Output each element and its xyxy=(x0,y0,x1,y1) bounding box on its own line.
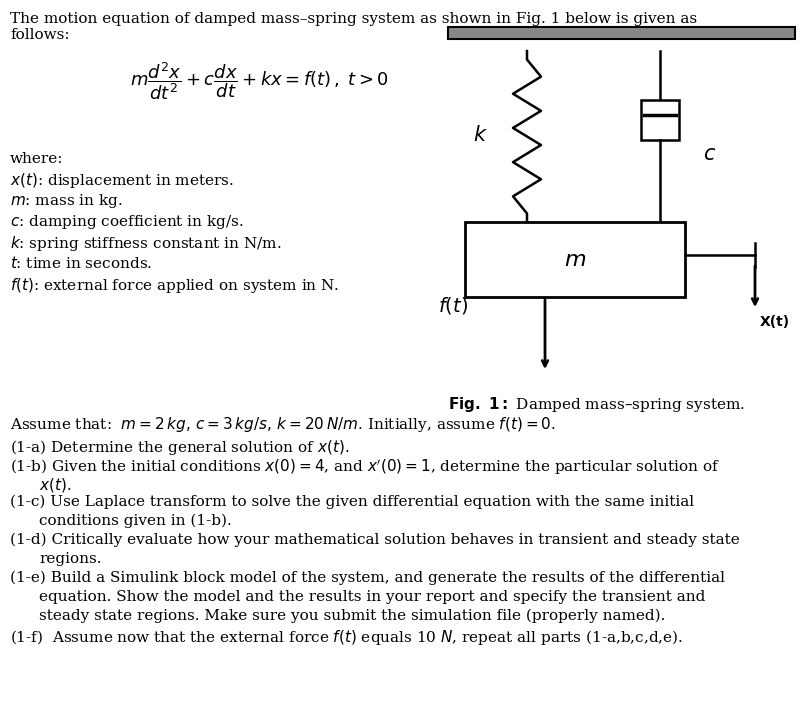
Text: $k$: spring stiffness constant in N/m.: $k$: spring stiffness constant in N/m. xyxy=(10,234,282,253)
Text: The motion equation of damped mass–spring system as shown in Fig. 1 below is giv: The motion equation of damped mass–sprin… xyxy=(10,12,697,26)
Bar xyxy=(641,100,679,140)
Text: $f(t)$: external force applied on system in N.: $f(t)$: external force applied on system… xyxy=(10,276,339,295)
Text: (1-d) Critically evaluate how your mathematical solution behaves in transient an: (1-d) Critically evaluate how your mathe… xyxy=(10,533,740,547)
Text: (1-b) Given the initial conditions $x(0) = 4$, and $x'(0) = 1$, determine the pa: (1-b) Given the initial conditions $x(0)… xyxy=(10,457,720,477)
Text: $c$: $c$ xyxy=(703,146,716,165)
Text: $t$: time in seconds.: $t$: time in seconds. xyxy=(10,255,153,271)
Text: $f(t)$: $f(t)$ xyxy=(438,295,468,316)
Text: $x(t)$.: $x(t)$. xyxy=(39,476,72,494)
Text: follows:: follows: xyxy=(10,28,69,42)
Text: conditions given in (1-b).: conditions given in (1-b). xyxy=(39,514,232,529)
Text: $c$: damping coefficient in kg/s.: $c$: damping coefficient in kg/s. xyxy=(10,213,244,231)
Text: $k$: $k$ xyxy=(473,125,488,145)
Text: (1-f)  Assume now that the external force $f(t)$ equals 10 $N$, repeat all parts: (1-f) Assume now that the external force… xyxy=(10,628,683,647)
Text: X(t): X(t) xyxy=(760,315,790,329)
Text: $m$: mass in kg.: $m$: mass in kg. xyxy=(10,192,123,210)
Text: where:: where: xyxy=(10,152,64,166)
Text: (1-a) Determine the general solution of $x(t)$.: (1-a) Determine the general solution of … xyxy=(10,438,349,457)
Text: $\mathbf{Fig.\ 1:}$ Damped mass–spring system.: $\mathbf{Fig.\ 1:}$ Damped mass–spring s… xyxy=(448,395,745,414)
Text: regions.: regions. xyxy=(39,552,102,566)
Text: $x(t)$: displacement in meters.: $x(t)$: displacement in meters. xyxy=(10,171,234,190)
Bar xyxy=(448,27,795,39)
Bar xyxy=(465,222,685,297)
Text: $m\dfrac{d^2x}{dt^2}+c\dfrac{dx}{dt}+kx=f(t)\,,\;t>0$: $m\dfrac{d^2x}{dt^2}+c\dfrac{dx}{dt}+kx=… xyxy=(130,60,389,102)
Text: (1-e) Build a Simulink block model of the system, and generate the results of th: (1-e) Build a Simulink block model of th… xyxy=(10,571,725,585)
Text: Assume that:  $m = 2\,kg,\,c = 3\,kg/s,\,k = 20\,N/m$. Initially, assume $f(t) =: Assume that: $m = 2\,kg,\,c = 3\,kg/s,\,… xyxy=(10,415,556,434)
Text: equation. Show the model and the results in your report and specify the transien: equation. Show the model and the results… xyxy=(39,590,705,604)
Text: steady state regions. Make sure you submit the simulation file (properly named).: steady state regions. Make sure you subm… xyxy=(39,609,666,623)
Text: (1-c) Use Laplace transform to solve the given differential equation with the sa: (1-c) Use Laplace transform to solve the… xyxy=(10,495,694,510)
Text: $m$: $m$ xyxy=(564,249,586,271)
